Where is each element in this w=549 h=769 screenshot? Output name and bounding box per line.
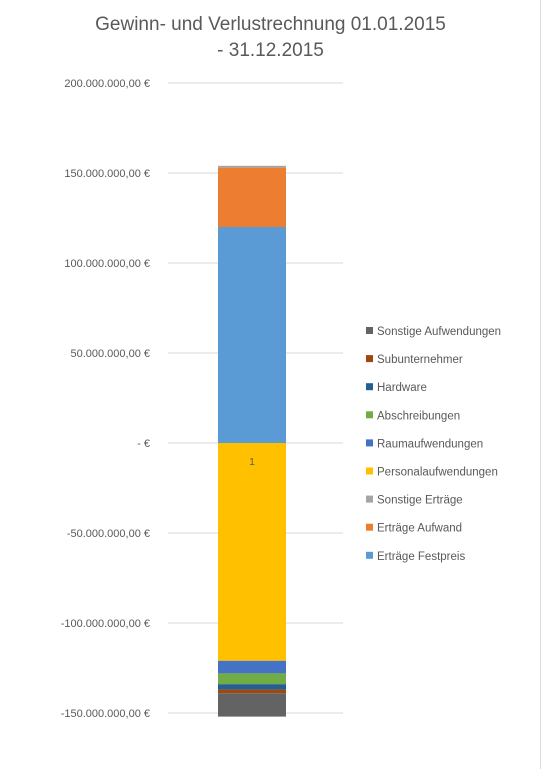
y-tick-label: 150.000.000,00 € [64, 168, 150, 180]
y-tick-label: 200.000.000,00 € [64, 78, 150, 90]
bar-segment-subunternehmer [218, 689, 286, 694]
legend-label: Raumaufwendungen [377, 438, 483, 450]
y-tick-label: - € [137, 438, 150, 450]
chart-title: Gewinn- und Verlustrechnung 01.01.2015 -… [0, 12, 541, 64]
chart-title-line-1: Gewinn- und Verlustrechnung 01.01.2015 [95, 14, 446, 35]
bar-segment-erträge-festpreis [218, 227, 286, 443]
legend-swatch [366, 495, 373, 503]
legend-label: Sonstige Erträge [377, 495, 463, 507]
legend-label: Erträge Festpreis [377, 551, 465, 563]
legend-swatch [366, 327, 373, 334]
bar-segment-personalaufwendungen [218, 443, 286, 661]
legend-swatch [366, 355, 373, 363]
y-tick-label: 50.000.000,00 € [70, 348, 150, 360]
legend-label: Sonstige Aufwendungen [377, 326, 501, 338]
chart-title-line-2: - 31.12.2015 [217, 40, 324, 61]
legend-swatch [366, 551, 373, 559]
bar-segment-abschreibungen [218, 673, 286, 685]
legend-swatch [366, 439, 373, 447]
legend-swatch [366, 411, 373, 419]
y-tick-label: -150.000.000,00 € [61, 708, 150, 720]
legend-label: Erträge Aufwand [377, 523, 462, 535]
bar-segment-hardware [218, 684, 286, 690]
bar-segment-sonstige-aufwendungen [218, 693, 286, 717]
legend-label: Personalaufwendungen [377, 467, 498, 479]
category-label: 1 [249, 457, 255, 468]
legend-swatch [366, 523, 373, 531]
legend-label: Subunternehmer [377, 354, 463, 366]
y-tick-label: -50.000.000,00 € [67, 528, 150, 540]
y-tick-label: 100.000.000,00 € [64, 258, 150, 270]
legend-swatch [366, 467, 373, 475]
legend-label: Hardware [377, 382, 427, 394]
bar-segment-raumaufwendungen [218, 660, 286, 674]
y-tick-label: -100.000.000,00 € [61, 618, 150, 630]
bar-segment-erträge-aufwand [218, 167, 286, 227]
legend-label: Abschreibungen [377, 410, 460, 422]
legend-swatch [366, 383, 373, 391]
bar-segment-sonstige-erträge [218, 165, 286, 168]
